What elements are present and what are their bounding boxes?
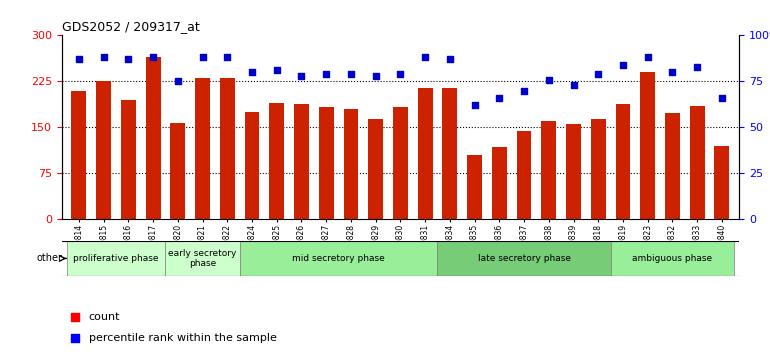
Bar <box>146 57 160 219</box>
Bar <box>319 107 333 219</box>
Bar <box>541 121 556 219</box>
Bar <box>591 119 606 219</box>
Point <box>666 69 678 75</box>
Bar <box>72 91 86 219</box>
Bar <box>566 124 581 219</box>
Point <box>172 79 184 84</box>
FancyBboxPatch shape <box>611 241 735 276</box>
Point <box>296 73 308 79</box>
Text: GDS2052 / 209317_at: GDS2052 / 209317_at <box>62 20 199 33</box>
Bar <box>270 103 284 219</box>
Point <box>419 55 431 60</box>
Point <box>468 103 480 108</box>
Point <box>493 95 505 101</box>
Bar <box>368 119 383 219</box>
FancyBboxPatch shape <box>239 241 437 276</box>
Text: proliferative phase: proliferative phase <box>73 254 159 263</box>
Bar <box>393 107 408 219</box>
Bar <box>170 122 186 219</box>
Bar <box>467 155 482 219</box>
Bar <box>195 78 210 219</box>
Point <box>567 82 580 88</box>
Bar <box>641 72 655 219</box>
Text: late secretory phase: late secretory phase <box>477 254 571 263</box>
Bar <box>690 106 705 219</box>
Point <box>517 246 530 251</box>
Point <box>592 71 604 77</box>
Point <box>122 57 135 62</box>
Bar <box>443 87 457 219</box>
Point <box>517 52 530 58</box>
Point <box>246 69 258 75</box>
Bar <box>220 78 235 219</box>
Point <box>147 55 159 60</box>
Bar <box>615 104 631 219</box>
Bar <box>96 81 111 219</box>
Bar <box>121 100 136 219</box>
Bar <box>294 104 309 219</box>
Point <box>518 88 531 93</box>
Point <box>270 68 283 73</box>
Point <box>72 57 85 62</box>
Text: count: count <box>89 312 120 322</box>
Point <box>716 95 728 101</box>
Bar <box>343 109 358 219</box>
FancyBboxPatch shape <box>437 241 611 276</box>
Point <box>691 64 703 69</box>
Point <box>394 71 407 77</box>
Point <box>617 62 629 68</box>
FancyBboxPatch shape <box>66 241 166 276</box>
Bar <box>492 147 507 219</box>
Point <box>98 55 110 60</box>
Point <box>543 77 555 82</box>
Bar <box>715 146 729 219</box>
Bar <box>517 131 531 219</box>
Text: mid secretory phase: mid secretory phase <box>292 254 385 263</box>
Point <box>221 55 233 60</box>
Text: ambiguous phase: ambiguous phase <box>632 254 712 263</box>
Point <box>345 71 357 77</box>
FancyBboxPatch shape <box>166 241 239 276</box>
Point <box>370 73 382 79</box>
Point <box>196 55 209 60</box>
Text: early secretory
phase: early secretory phase <box>169 249 236 268</box>
Point <box>320 71 333 77</box>
Text: other: other <box>37 253 63 263</box>
Bar <box>665 113 680 219</box>
Point <box>444 57 456 62</box>
Text: percentile rank within the sample: percentile rank within the sample <box>89 333 276 343</box>
Bar <box>417 87 433 219</box>
Bar <box>245 112 259 219</box>
Point <box>641 55 654 60</box>
